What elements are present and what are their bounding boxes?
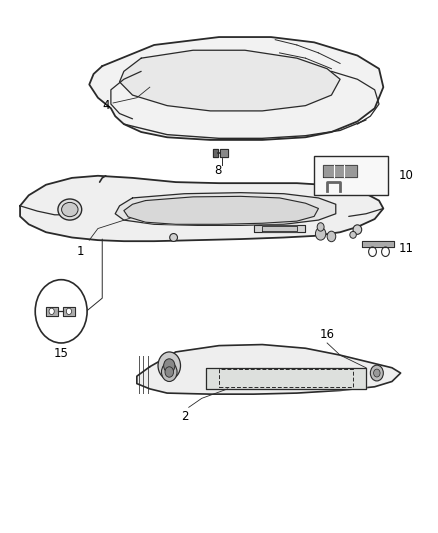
Ellipse shape [62,203,78,216]
Polygon shape [262,227,297,231]
Circle shape [66,308,71,314]
Ellipse shape [58,199,82,220]
Bar [314,156,388,195]
Polygon shape [63,306,75,316]
Text: 4: 4 [103,99,110,112]
Polygon shape [206,368,366,389]
Polygon shape [89,37,383,140]
Text: 11: 11 [399,241,413,255]
Polygon shape [362,241,394,247]
Circle shape [371,365,383,381]
Circle shape [158,352,180,379]
Circle shape [162,362,177,382]
Polygon shape [46,306,58,316]
Circle shape [35,280,87,343]
Polygon shape [120,50,340,111]
Text: 16: 16 [320,328,335,342]
Circle shape [165,367,173,377]
Polygon shape [124,196,318,224]
Text: 1: 1 [77,245,85,259]
Ellipse shape [350,231,356,238]
Circle shape [315,228,326,240]
Polygon shape [115,192,336,225]
Polygon shape [220,149,228,157]
Circle shape [49,308,54,314]
Text: 8: 8 [215,164,222,176]
Polygon shape [323,165,357,177]
Ellipse shape [170,233,177,241]
Polygon shape [213,149,218,157]
Circle shape [164,359,175,373]
Text: 10: 10 [399,169,413,182]
Text: 15: 15 [54,347,69,360]
Circle shape [317,223,324,231]
Polygon shape [20,176,383,241]
Text: 2: 2 [180,410,188,423]
Ellipse shape [353,225,362,235]
Circle shape [327,231,336,241]
Circle shape [374,369,380,377]
Polygon shape [137,344,401,394]
Polygon shape [254,225,305,232]
